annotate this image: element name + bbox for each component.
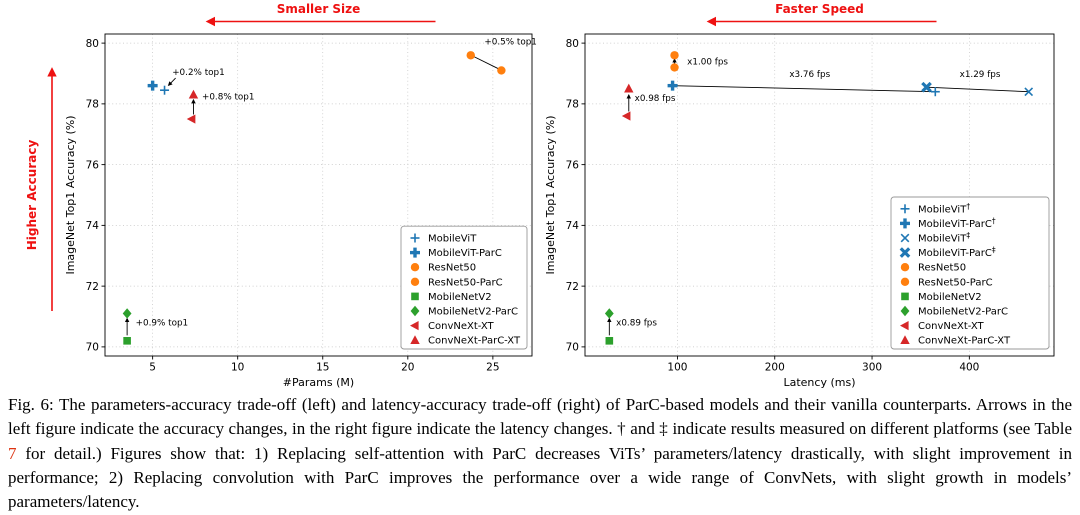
svg-text:MobileViT: MobileViT [428,234,477,245]
svg-text:x1.29 fps: x1.29 fps [960,70,1001,80]
svg-text:ResNet50-ParC: ResNet50-ParC [918,277,993,288]
svg-text:ResNet50: ResNet50 [428,263,476,274]
svg-text:Higher Accuracy: Higher Accuracy [25,140,39,251]
svg-text:MobileNetV2-ParC: MobileNetV2-ParC [918,307,1008,318]
svg-text:MobileNetV2: MobileNetV2 [918,292,982,303]
table-7-link[interactable]: 7 [8,443,17,463]
svg-text:#Params (M): #Params (M) [283,376,354,389]
svg-text:70: 70 [86,342,99,354]
svg-text:74: 74 [566,220,580,232]
svg-text:78: 78 [566,99,579,111]
svg-text:x3.76 fps: x3.76 fps [789,70,830,80]
svg-text:Smaller Size: Smaller Size [277,2,361,16]
svg-text:ConvNeXt-ParC-XT: ConvNeXt-ParC-XT [918,336,1011,347]
svg-text:300: 300 [862,362,882,374]
svg-text:5: 5 [149,362,156,374]
svg-text:25: 25 [486,362,499,374]
svg-text:MobileNetV2-ParC: MobileNetV2-ParC [428,307,518,318]
svg-text:ResNet50-ParC: ResNet50-ParC [428,277,503,288]
figure-caption: Fig. 6: The parameters-accuracy trade-of… [8,393,1072,514]
svg-text:72: 72 [86,281,99,293]
svg-text:MobileViT‡: MobileViT‡ [918,231,970,245]
svg-text:200: 200 [765,362,785,374]
svg-text:72: 72 [566,281,579,293]
svg-text:76: 76 [86,159,100,171]
svg-text:ConvNeXt-ParC-XT: ConvNeXt-ParC-XT [428,336,521,347]
caption-text-1: Fig. 6: The parameters-accuracy trade-of… [8,395,1072,439]
svg-text:80: 80 [86,38,99,50]
svg-text:20: 20 [401,362,414,374]
svg-text:ImageNet Top1 Accuracy (%): ImageNet Top1 Accuracy (%) [544,115,557,274]
svg-text:+0.5% top1: +0.5% top1 [484,38,537,48]
svg-text:ConvNeXt-XT: ConvNeXt-XT [428,321,495,332]
svg-text:78: 78 [86,99,99,111]
svg-text:ImageNet Top1 Accuracy (%): ImageNet Top1 Accuracy (%) [64,115,77,274]
svg-text:ResNet50: ResNet50 [918,263,966,274]
svg-text:+0.8% top1: +0.8% top1 [202,92,255,102]
svg-text:MobileNetV2: MobileNetV2 [428,292,492,303]
svg-text:100: 100 [667,362,687,374]
svg-text:+0.2% top1: +0.2% top1 [172,68,225,78]
params-accuracy-plot: 5 10 15 20 25 70 72 74 76 78 80 #Params (M) ImageNet… [25,2,537,389]
svg-text:x0.98 fps: x0.98 fps [635,94,676,104]
svg-text:70: 70 [566,342,579,354]
svg-text:80: 80 [566,38,579,50]
svg-text:ConvNeXt-XT: ConvNeXt-XT [918,321,985,332]
svg-text:x0.89 fps: x0.89 fps [616,319,657,329]
svg-text:MobileViT-ParC: MobileViT-ParC [428,248,502,259]
svg-text:400: 400 [959,362,979,374]
svg-text:MobileViT-ParC‡: MobileViT-ParC‡ [918,246,996,260]
svg-text:MobileViT-ParC†: MobileViT-ParC† [918,216,996,230]
svg-text:15: 15 [316,362,329,374]
svg-text:MobileViT†: MobileViT† [918,202,970,216]
svg-text:76: 76 [566,159,580,171]
svg-text:Faster Speed: Faster Speed [775,2,864,16]
latency-accuracy-plot: 100 200 300 400 70 72 74 76 78 80 Latency (ms) Imag… [544,2,1055,389]
svg-text:x1.00 fps: x1.00 fps [687,57,728,67]
svg-text:Latency (ms): Latency (ms) [783,376,855,389]
svg-text:+0.9% top1: +0.9% top1 [136,319,189,329]
caption-text-2: for detail.) Figures show that: 1) Repla… [8,443,1072,512]
svg-text:10: 10 [231,362,244,374]
svg-text:74: 74 [86,220,100,232]
charts-row: 5 10 15 20 25 70 72 74 76 78 80 #Params (M) ImageNet… [25,2,1055,389]
